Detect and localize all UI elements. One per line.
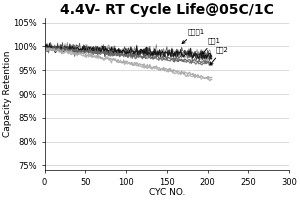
X-axis label: CYC NO.: CYC NO. <box>149 188 185 197</box>
Text: 实施例1: 实施例1 <box>182 28 205 44</box>
Text: 对比2: 对比2 <box>210 47 229 65</box>
Title: 4.4V- RT Cycle Life@05C/1C: 4.4V- RT Cycle Life@05C/1C <box>60 3 274 17</box>
Text: 对比1: 对比1 <box>202 37 221 54</box>
Y-axis label: Capacity Retention: Capacity Retention <box>3 51 12 137</box>
